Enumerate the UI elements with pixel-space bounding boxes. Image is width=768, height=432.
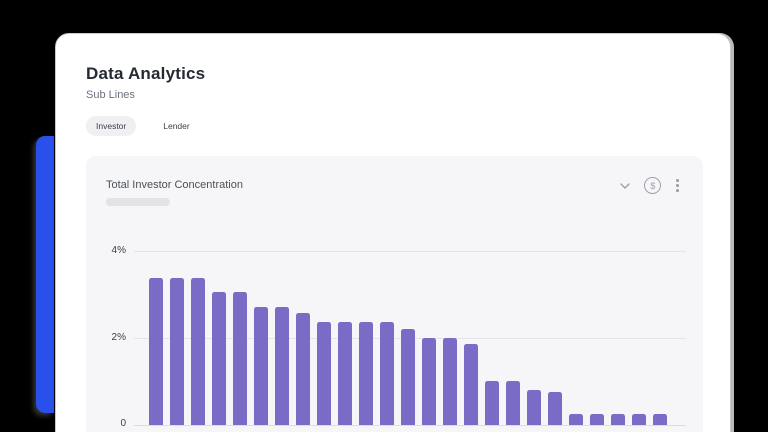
bar[interactable]: [296, 313, 310, 425]
bar[interactable]: [485, 381, 499, 425]
bar[interactable]: [338, 322, 352, 425]
bar[interactable]: [149, 278, 163, 425]
bar[interactable]: [653, 414, 667, 425]
bar[interactable]: [380, 322, 394, 425]
bar[interactable]: [422, 337, 436, 425]
bars-container: [149, 250, 667, 425]
y-axis-tick: 2%: [111, 332, 126, 343]
x-axis-baseline: [134, 425, 686, 426]
chart-actions: $: [619, 177, 681, 194]
y-axis-tick: 0: [120, 418, 126, 429]
page-title: Data Analytics: [86, 64, 206, 83]
bar[interactable]: [443, 337, 457, 425]
bar[interactable]: [191, 278, 205, 425]
bar[interactable]: [632, 414, 646, 425]
bar[interactable]: [317, 322, 331, 425]
bar[interactable]: [170, 278, 184, 425]
bar[interactable]: [233, 291, 247, 425]
bar[interactable]: [590, 414, 604, 425]
bar[interactable]: [464, 344, 478, 425]
tab-investor[interactable]: Investor: [86, 116, 137, 136]
chart-title: Total Investor Concentration: [106, 179, 243, 191]
dollar-circle-icon[interactable]: $: [644, 177, 662, 194]
chart-card: Total Investor Concentration $ 4% 2% 0: [86, 156, 703, 432]
bar[interactable]: [401, 328, 415, 425]
chevron-down-icon[interactable]: [619, 180, 631, 192]
currency-symbol: $: [650, 180, 656, 191]
sub-lines-tabs: Investor Lender: [86, 116, 200, 136]
main-card: Data Analytics Sub Lines Investor Lender…: [55, 33, 731, 432]
bar[interactable]: [611, 414, 625, 425]
bar[interactable]: [527, 390, 541, 425]
bar[interactable]: [212, 291, 226, 425]
bar[interactable]: [275, 306, 289, 425]
tab-lender[interactable]: Lender: [153, 116, 199, 136]
y-axis-tick: 4%: [111, 245, 126, 256]
bar[interactable]: [254, 306, 268, 425]
skeleton-placeholder: [106, 198, 170, 206]
bar[interactable]: [548, 392, 562, 425]
bar[interactable]: [506, 381, 520, 425]
page-subtitle: Sub Lines: [86, 89, 135, 101]
bar[interactable]: [569, 414, 583, 425]
kebab-menu-icon[interactable]: [674, 177, 681, 194]
accent-bar: [36, 136, 54, 413]
bar-chart: 4% 2% 0: [112, 245, 686, 429]
bar[interactable]: [359, 322, 373, 425]
gridline-4pct: [134, 251, 686, 252]
